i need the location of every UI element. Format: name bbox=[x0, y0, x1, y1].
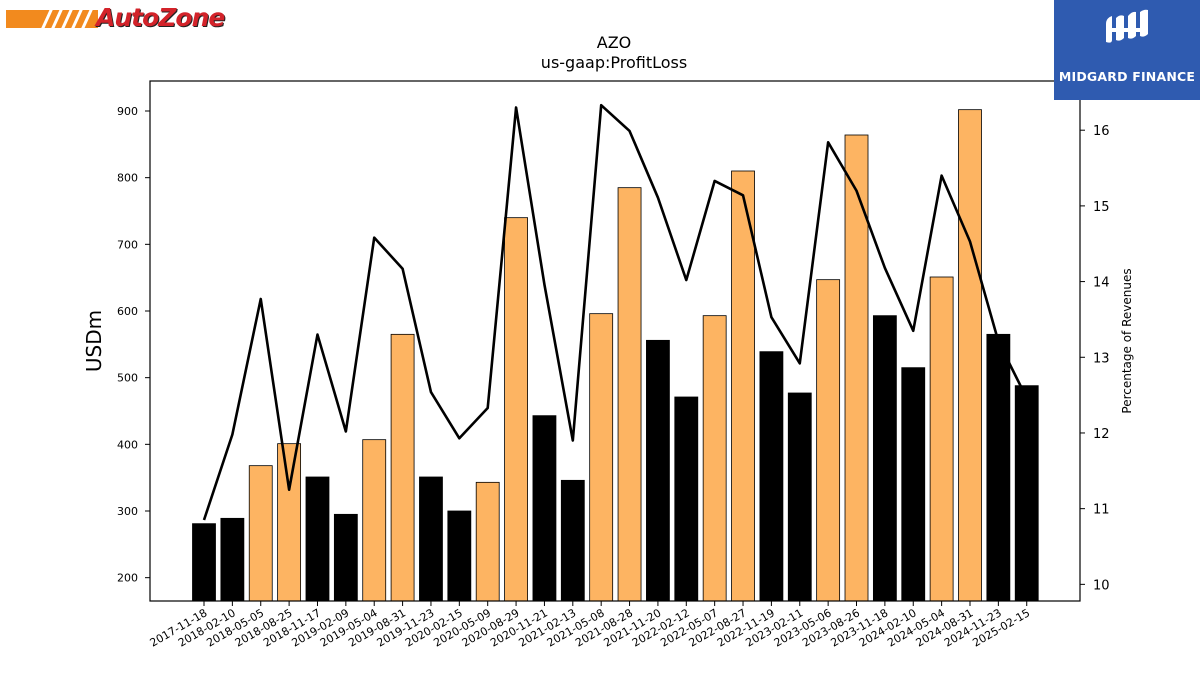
bar-2023-11-18 bbox=[872, 315, 897, 602]
y-tick-label: 800 bbox=[117, 172, 138, 185]
bar-2022-02-12 bbox=[674, 396, 699, 602]
y2-tick-label: 12 bbox=[1093, 427, 1110, 442]
bar-2024-05-04 bbox=[929, 276, 954, 602]
y2-tick-label: 14 bbox=[1093, 276, 1110, 291]
y-axis-label: USDm bbox=[82, 310, 106, 372]
y2-tick-label: 16 bbox=[1093, 124, 1110, 139]
midgard-finance-logo-text: MIDGARD FINANCE bbox=[1058, 69, 1196, 84]
bar-2020-02-15 bbox=[447, 510, 472, 602]
chart-title: AZO bbox=[597, 33, 632, 52]
bar-2019-11-23 bbox=[419, 476, 443, 602]
bar-2019-05-04 bbox=[362, 439, 387, 602]
bar-2021-11-20 bbox=[646, 339, 670, 602]
y2-tick-label: 10 bbox=[1093, 578, 1110, 593]
y-tick-label: 400 bbox=[117, 438, 138, 451]
percentage-line bbox=[202, 103, 1028, 521]
bar-2019-02-09 bbox=[333, 513, 358, 602]
midgard-emblem-icon bbox=[1106, 9, 1148, 43]
bar-2018-11-17 bbox=[305, 476, 330, 602]
y-tick-label: 300 bbox=[117, 505, 138, 518]
bar-2023-05-06 bbox=[816, 279, 841, 602]
y-tick-label: 900 bbox=[117, 105, 138, 118]
midgard-finance-logo: MIDGARD FINANCE bbox=[1054, 0, 1200, 100]
bar-2020-05-09 bbox=[475, 481, 500, 602]
bar-2018-02-10 bbox=[220, 517, 245, 602]
y2-tick-label: 11 bbox=[1093, 503, 1110, 518]
y2-tick-label: 15 bbox=[1093, 200, 1110, 215]
bar-2017-11-18 bbox=[192, 523, 216, 602]
y-tick-label: 600 bbox=[117, 305, 138, 318]
bar-2019-08-31 bbox=[390, 333, 415, 602]
bar-2020-08-29 bbox=[504, 217, 528, 602]
y-tick-label: 200 bbox=[117, 572, 138, 585]
y-tick-label: 700 bbox=[117, 238, 138, 251]
bars-group bbox=[192, 109, 1039, 602]
bar-2024-02-10 bbox=[901, 367, 926, 602]
y2-tick-label: 13 bbox=[1093, 351, 1110, 366]
line-group bbox=[202, 103, 1028, 521]
y-tick-label: 500 bbox=[117, 372, 138, 385]
bar-2021-08-28 bbox=[617, 187, 642, 602]
autozone-logo: AutoZone bbox=[6, 3, 232, 34]
bar-2022-05-07 bbox=[702, 315, 727, 602]
bar-2024-08-31 bbox=[958, 109, 982, 602]
bar-2021-02-13 bbox=[560, 479, 585, 602]
bar-2018-08-25 bbox=[277, 443, 302, 602]
bar-2020-11-21 bbox=[532, 415, 557, 602]
bar-2025-02-15 bbox=[1014, 385, 1039, 602]
bar-2024-11-23 bbox=[986, 333, 1011, 602]
bar-2022-11-19 bbox=[759, 351, 784, 602]
y2-axis-label: Percentage of Revenues bbox=[1120, 268, 1134, 413]
bar-2021-05-08 bbox=[589, 313, 614, 602]
bar-2018-05-05 bbox=[248, 465, 273, 602]
stripes-icon bbox=[6, 7, 98, 31]
bar-2023-02-11 bbox=[787, 392, 812, 602]
autozone-logo-text: AutoZone bbox=[96, 3, 225, 32]
chart-subtitle: us-gaap:ProfitLoss bbox=[541, 53, 687, 72]
bar-2023-08-26 bbox=[844, 134, 869, 602]
plot-frame bbox=[149, 80, 1081, 602]
